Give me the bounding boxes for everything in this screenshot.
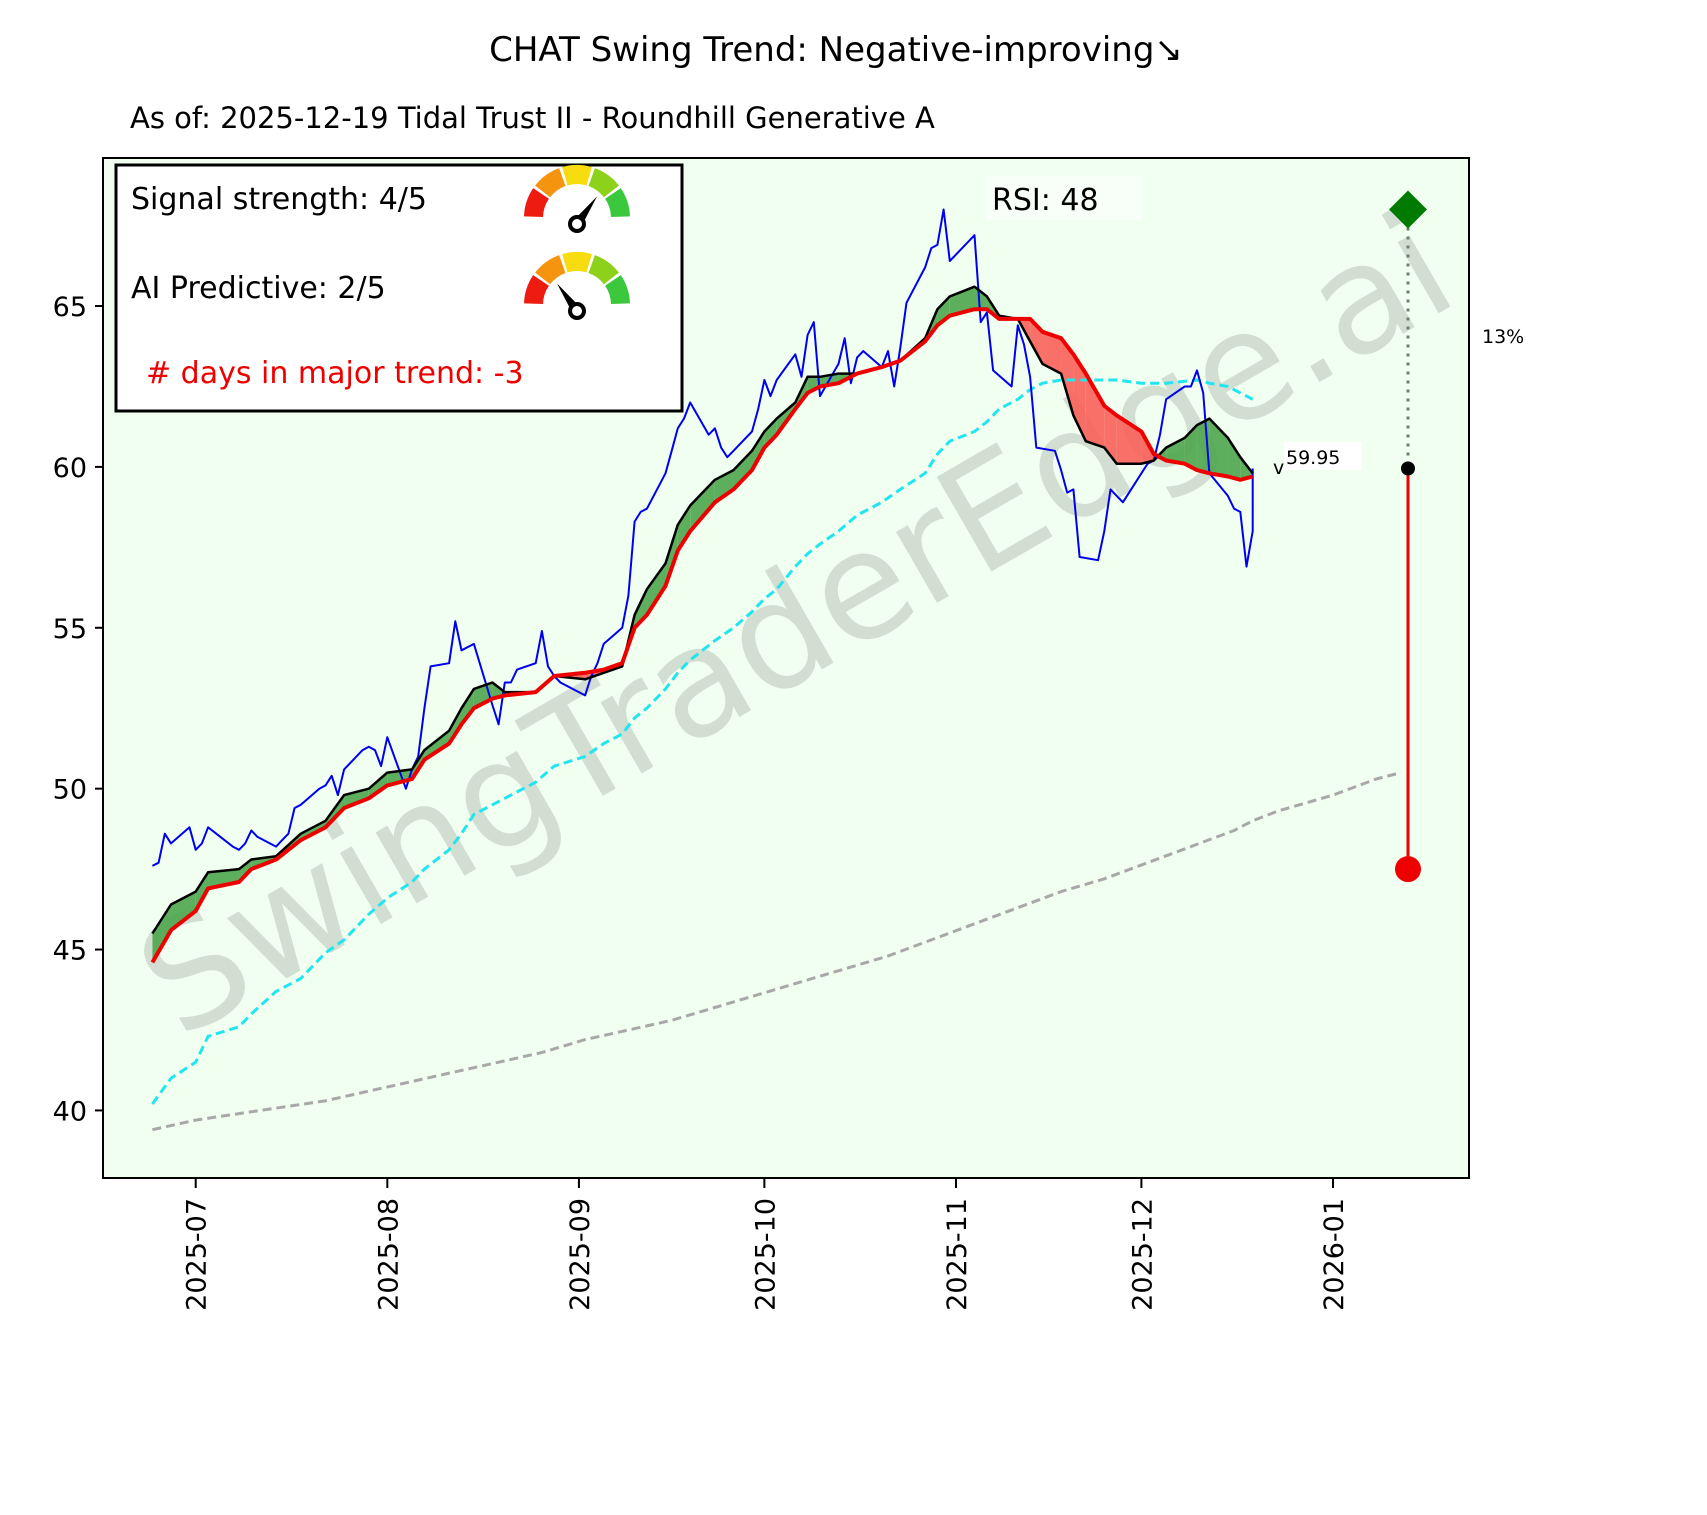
bull-fill-segment bbox=[646, 563, 666, 615]
bull-fill-segment bbox=[1227, 437, 1241, 480]
bear-fill-segment bbox=[1061, 338, 1074, 416]
gauge-segment bbox=[562, 164, 592, 186]
gauge-segment bbox=[524, 275, 549, 304]
ai-predictive-gauge-icon bbox=[524, 251, 630, 320]
bull-fill-segment bbox=[665, 524, 678, 586]
y-tick-label: 50 bbox=[53, 775, 87, 806]
days-in-trend-label: # days in major trend: -3 bbox=[146, 356, 524, 391]
chart-title: CHAT Swing Trend: Negative-improving↘ bbox=[489, 30, 1183, 70]
x-tick-label: 2026-01 bbox=[1319, 1198, 1350, 1311]
bull-fill-segment bbox=[1166, 437, 1185, 464]
info-box-frame bbox=[114, 163, 684, 413]
bull-fill-segment bbox=[807, 376, 820, 393]
current-price-dot bbox=[1401, 461, 1415, 476]
gauge-segment bbox=[535, 168, 566, 198]
series-lines bbox=[150, 208, 1402, 1132]
last-price-label-bg bbox=[1284, 442, 1362, 470]
gauge-hub bbox=[568, 215, 586, 233]
bull-fill-segment bbox=[1209, 418, 1228, 477]
x-tick-label: 2025-10 bbox=[750, 1198, 781, 1311]
chart-subtitle: As of: 2025-12-19 Tidal Trust II - Round… bbox=[130, 101, 935, 135]
bear-fill-segment bbox=[1042, 331, 1062, 374]
bull-fill-segment bbox=[208, 869, 239, 889]
bull-fill-segment bbox=[424, 730, 450, 760]
ma50-line bbox=[151, 378, 1254, 1105]
y-tick-label: 40 bbox=[53, 1096, 87, 1127]
x-tick-label: 2025-11 bbox=[942, 1198, 973, 1311]
target-diamond-marker bbox=[1389, 190, 1427, 229]
y-tick-label: 45 bbox=[53, 936, 87, 967]
y-tick-label: 65 bbox=[53, 292, 87, 323]
ma200-line bbox=[152, 771, 1402, 1132]
signal-strength-gauge-icon bbox=[524, 164, 630, 233]
fast-ma-line bbox=[151, 285, 1254, 935]
x-tick-label: 2025-12 bbox=[1127, 1198, 1158, 1311]
gauge-hub bbox=[568, 302, 586, 320]
gauge-segment bbox=[524, 188, 549, 217]
x-axis: 2025-07 2025-08 2025-09 2025-10 2025-11 2025-… bbox=[182, 1178, 1350, 1311]
bull-fill-segment bbox=[368, 772, 388, 799]
signal-strength-label: Signal strength: 4/5 bbox=[131, 182, 427, 217]
bull-fill-segment bbox=[387, 769, 413, 786]
bull-fill-segment bbox=[764, 418, 777, 448]
bull-fill-segment bbox=[461, 688, 474, 725]
rsi-label: RSI: 48 bbox=[992, 183, 1099, 218]
gauge-segment bbox=[562, 251, 592, 273]
x-tick-label: 2025-09 bbox=[565, 1198, 596, 1311]
bull-fill-segment bbox=[152, 904, 171, 963]
gauge-segment bbox=[588, 168, 619, 198]
stop-price-dot bbox=[1395, 856, 1421, 883]
bull-fill-segment bbox=[449, 708, 462, 744]
gauge-segment bbox=[605, 275, 630, 304]
ai-predictive-label: AI Predictive: 2/5 bbox=[131, 271, 386, 306]
price-line bbox=[151, 208, 1254, 867]
rsi-label-bg bbox=[986, 176, 1142, 220]
last-price-marker: v bbox=[1273, 457, 1284, 479]
gauge-segment bbox=[535, 255, 566, 285]
y-tick-label: 55 bbox=[53, 614, 87, 645]
target-pct-label: 13% bbox=[1482, 326, 1524, 348]
gauge-segment bbox=[588, 255, 619, 285]
x-tick-label: 2025-08 bbox=[373, 1198, 404, 1311]
bear-fill-segment bbox=[1085, 373, 1105, 448]
axes-frame bbox=[102, 157, 1470, 1179]
bear-fill-segment bbox=[1104, 405, 1117, 464]
slow-ma-line bbox=[150, 307, 1254, 964]
bull-fill-segment bbox=[733, 450, 753, 490]
x-tick-label: 2025-07 bbox=[182, 1198, 213, 1311]
projection-group bbox=[1389, 190, 1427, 883]
y-axis: 40 45 50 55 60 65 bbox=[53, 292, 103, 1127]
last-price-label: 59.95 bbox=[1286, 447, 1340, 469]
info-box: Signal strength: 4/5 AI Predictive: 2/5 … bbox=[114, 163, 684, 413]
y-tick-label: 60 bbox=[53, 453, 87, 484]
gauge-segment bbox=[605, 188, 630, 217]
bull-fill-segment bbox=[677, 505, 691, 551]
bull-fill-segment bbox=[690, 479, 715, 532]
